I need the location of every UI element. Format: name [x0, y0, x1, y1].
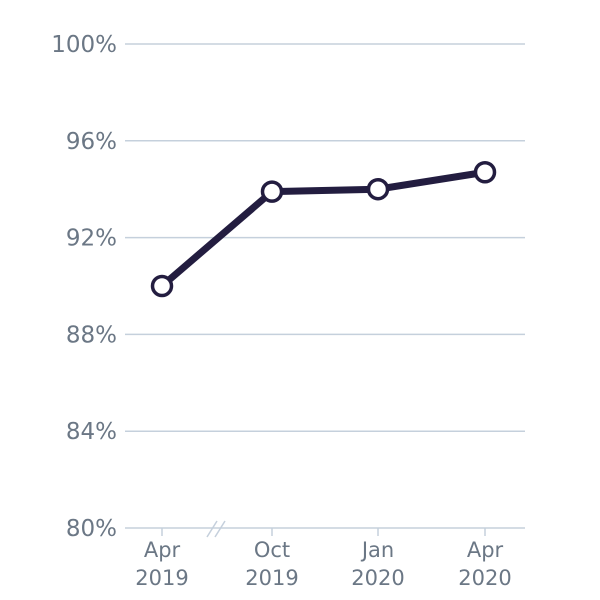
y-tick-label: 80%: [66, 516, 117, 542]
axis-break-mark: [214, 520, 226, 538]
x-tick-label-year: 2020: [458, 566, 511, 590]
y-tick-label: 92%: [66, 226, 117, 252]
y-tick-label: 100%: [51, 32, 117, 58]
x-tick-label-month: Apr: [144, 538, 181, 562]
y-tick-label: 88%: [66, 322, 117, 348]
series: [150, 161, 497, 298]
x-tick-label-year: 2020: [351, 566, 404, 590]
y-tick-label: 84%: [66, 419, 117, 445]
x-tick-label-month: Oct: [254, 538, 290, 562]
data-point: [366, 177, 390, 201]
grid-lines: [125, 43, 525, 529]
y-tick-label: 96%: [66, 129, 117, 155]
data-point: [473, 161, 497, 184]
x-axis: Apr 2019 Oct 2019 Jan 2020 Apr 2020: [135, 520, 512, 590]
y-axis-tick-labels: 80% 84% 88% 92% 96% 100%: [51, 32, 117, 542]
series-line: [158, 168, 489, 290]
x-tick-label-year: 2019: [135, 566, 188, 590]
x-tick-label-year: 2019: [245, 566, 298, 590]
data-point: [260, 180, 284, 203]
data-point: [150, 274, 174, 298]
x-tick-label-month: Jan: [360, 538, 394, 562]
axis-break-mark: [206, 520, 218, 538]
x-tick-label-month: Apr: [467, 538, 504, 562]
